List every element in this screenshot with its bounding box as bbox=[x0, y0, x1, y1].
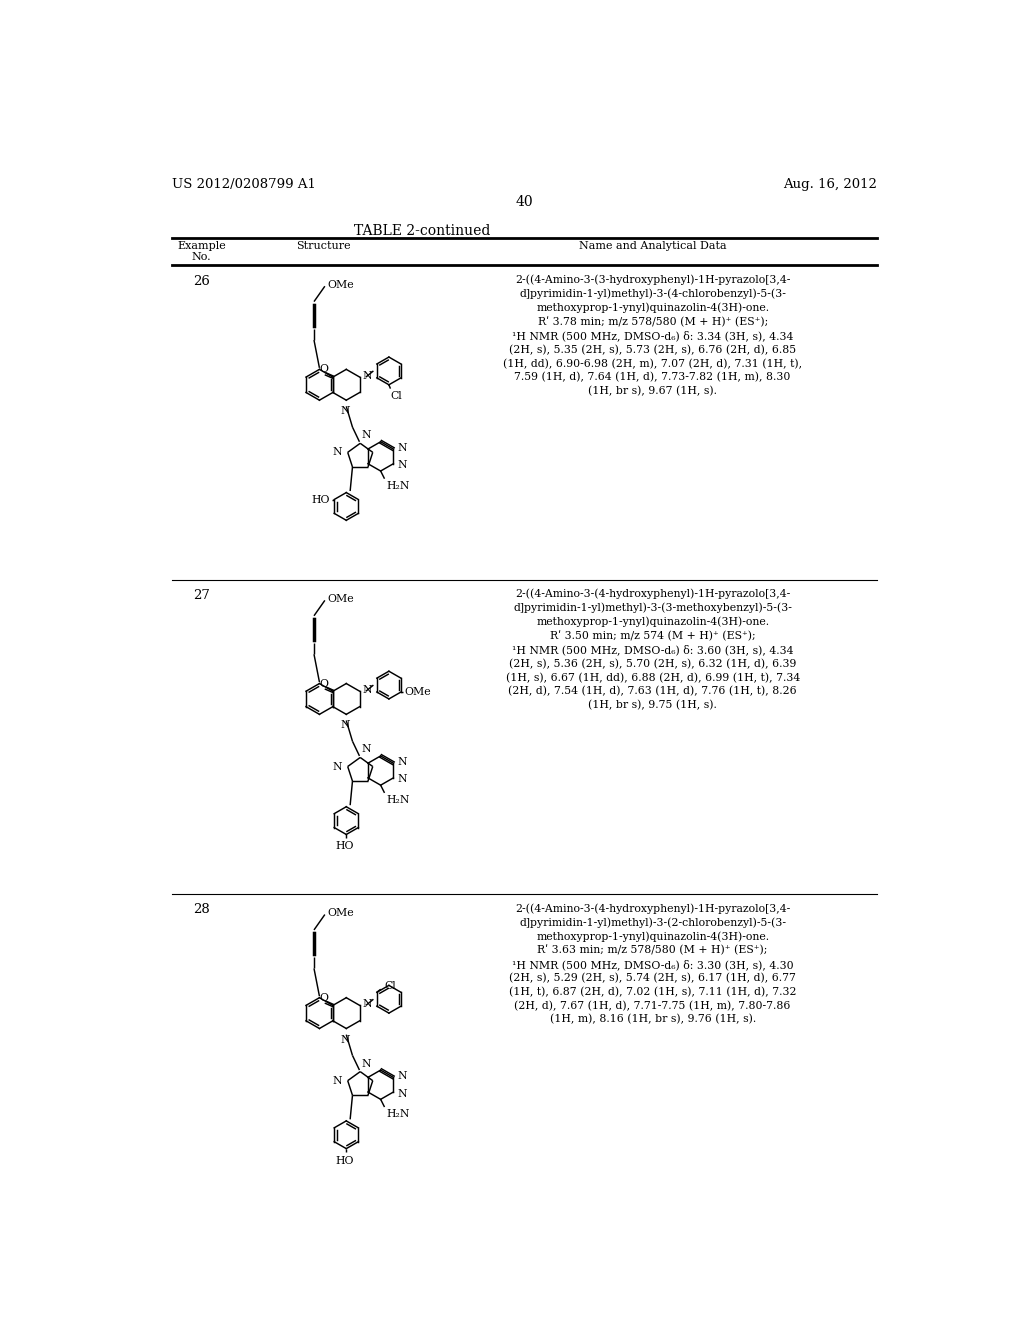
Text: N: N bbox=[362, 999, 372, 1008]
Text: OMe: OMe bbox=[328, 908, 354, 917]
Text: N: N bbox=[397, 756, 407, 767]
Text: Structure: Structure bbox=[296, 240, 350, 251]
Text: N: N bbox=[340, 407, 349, 416]
Text: Cl: Cl bbox=[390, 391, 402, 401]
Text: 2-((4-Amino-3-(4-hydroxyphenyl)-1H-pyrazolo[3,4-
d]pyrimidin-1-yl)methyl)-3-(3-m: 2-((4-Amino-3-(4-hydroxyphenyl)-1H-pyraz… bbox=[506, 589, 800, 710]
Text: 40: 40 bbox=[516, 195, 534, 210]
Text: N: N bbox=[332, 447, 341, 457]
Text: 27: 27 bbox=[194, 589, 210, 602]
Text: N: N bbox=[362, 685, 372, 694]
Text: 2-((4-Amino-3-(3-hydroxyphenyl)-1H-pyrazolo[3,4-
d]pyrimidin-1-yl)methyl)-3-(4-c: 2-((4-Amino-3-(3-hydroxyphenyl)-1H-pyraz… bbox=[503, 275, 802, 396]
Text: HO: HO bbox=[336, 841, 354, 851]
Text: OMe: OMe bbox=[328, 280, 354, 289]
Text: O: O bbox=[319, 993, 328, 1003]
Text: N: N bbox=[340, 721, 349, 730]
Text: OMe: OMe bbox=[404, 686, 431, 697]
Text: 28: 28 bbox=[194, 903, 210, 916]
Text: O: O bbox=[319, 364, 328, 375]
Text: N: N bbox=[332, 762, 341, 771]
Text: N: N bbox=[361, 430, 372, 441]
Text: N: N bbox=[361, 744, 372, 755]
Text: Aug. 16, 2012: Aug. 16, 2012 bbox=[783, 178, 878, 190]
Text: H₂N: H₂N bbox=[387, 1109, 411, 1119]
Text: N: N bbox=[397, 1089, 407, 1098]
Text: 26: 26 bbox=[194, 275, 210, 288]
Text: O: O bbox=[319, 678, 328, 689]
Text: H₂N: H₂N bbox=[387, 795, 411, 805]
Text: N: N bbox=[397, 775, 407, 784]
Text: HO: HO bbox=[312, 495, 331, 504]
Text: N: N bbox=[332, 1076, 341, 1085]
Text: Cl: Cl bbox=[385, 981, 396, 991]
Text: Example
No.: Example No. bbox=[177, 240, 226, 263]
Text: N: N bbox=[397, 461, 407, 470]
Text: HO: HO bbox=[336, 1155, 354, 1166]
Text: US 2012/0208799 A1: US 2012/0208799 A1 bbox=[172, 178, 316, 190]
Text: N: N bbox=[397, 442, 407, 453]
Text: N: N bbox=[340, 1035, 349, 1044]
Text: H₂N: H₂N bbox=[387, 480, 411, 491]
Text: TABLE 2-continued: TABLE 2-continued bbox=[354, 224, 490, 238]
Text: OMe: OMe bbox=[328, 594, 354, 603]
Text: Name and Analytical Data: Name and Analytical Data bbox=[579, 240, 726, 251]
Text: N: N bbox=[397, 1071, 407, 1081]
Text: N: N bbox=[362, 371, 372, 380]
Text: 2-((4-Amino-3-(4-hydroxyphenyl)-1H-pyrazolo[3,4-
d]pyrimidin-1-yl)methyl)-3-(2-c: 2-((4-Amino-3-(4-hydroxyphenyl)-1H-pyraz… bbox=[509, 903, 797, 1024]
Text: N: N bbox=[361, 1059, 372, 1069]
